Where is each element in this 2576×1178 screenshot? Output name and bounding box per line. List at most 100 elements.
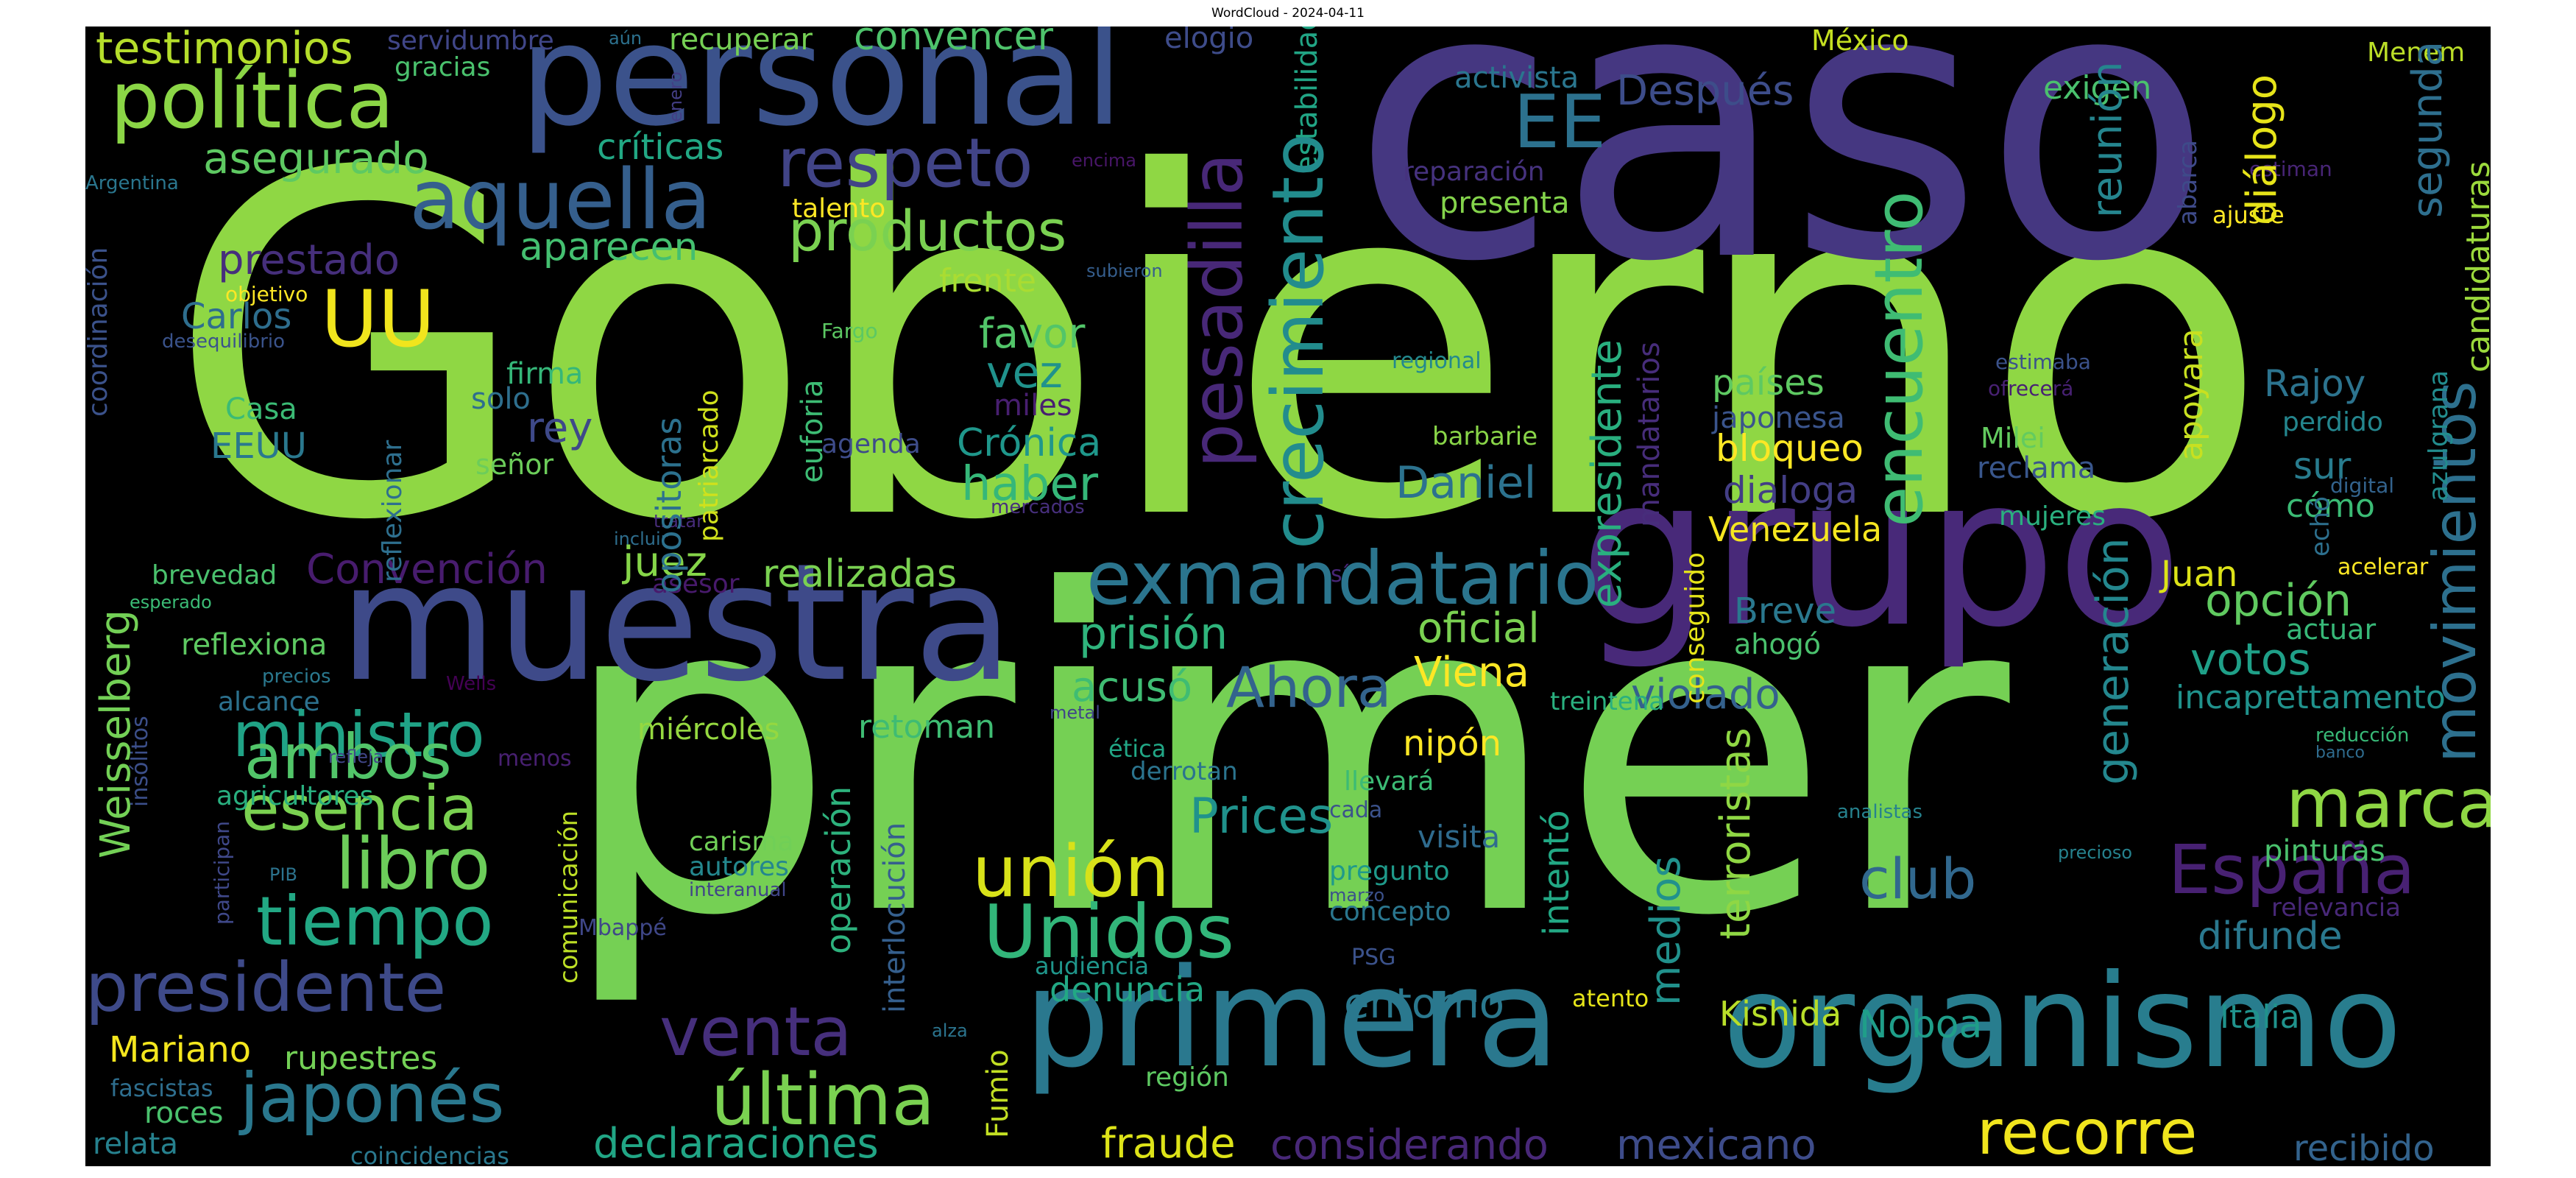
word: treintena [1550, 689, 1664, 714]
word: miles [994, 391, 1072, 420]
word: insólitos [130, 716, 152, 807]
word: México [1811, 27, 1909, 54]
word: diálogo [2242, 74, 2283, 225]
word: reparación [1403, 159, 1545, 186]
word: operación [821, 786, 855, 954]
word: Italia [2220, 1001, 2300, 1034]
word: Wells [446, 674, 496, 694]
word: oficial [1418, 608, 1540, 649]
word: llevará [1344, 769, 1434, 795]
word: EEUU [210, 428, 307, 464]
word: talento [792, 196, 885, 222]
word: patriarcado [696, 389, 723, 542]
word: reunión [2087, 61, 2129, 218]
word: terroristas [1716, 727, 1757, 939]
word: presenta [1440, 188, 1570, 218]
word: Ahora [1226, 660, 1391, 716]
word: precios [262, 667, 331, 686]
word: generación [2091, 537, 2135, 785]
word: realizadas [762, 555, 957, 593]
word: países [1712, 365, 1825, 401]
word: elogio [1164, 27, 1253, 53]
word: gracias [394, 54, 490, 81]
word: asegurado [203, 137, 429, 180]
word: analistas [1837, 803, 1922, 822]
word: convencer [854, 27, 1053, 56]
word: Daniel [1395, 461, 1536, 505]
word: PIB [269, 866, 297, 884]
word: recibido [2293, 1131, 2435, 1166]
word: estimaba [1995, 352, 2091, 373]
word: menos [498, 748, 572, 770]
word: euforia [798, 379, 827, 483]
word: mandatarios [1635, 342, 1664, 527]
word: Venezuela [1708, 512, 1882, 546]
word: acelerar [2338, 557, 2428, 579]
word: segunda [2407, 41, 2449, 218]
word: bloqueo [1716, 430, 1864, 467]
word: agricultores [216, 783, 373, 810]
word: relata [93, 1129, 178, 1159]
word: ahogó [1734, 630, 1821, 658]
word: Carlos [181, 299, 291, 334]
word: votos [2190, 638, 2311, 682]
word: respeto [777, 130, 1033, 197]
word: recorre [1977, 1101, 2197, 1163]
word: medios [1646, 856, 1687, 1006]
word: dialoga [1723, 472, 1858, 509]
word: tiempo [256, 888, 494, 956]
word: visita [1418, 822, 1500, 853]
word: pesadilla [1182, 152, 1253, 468]
word: comunicación [556, 811, 581, 984]
word: participan [212, 821, 233, 925]
word: reflexiona [181, 630, 327, 660]
word: atento [1572, 987, 1649, 1010]
word: derrotan [1130, 759, 1238, 784]
word: recuperar [669, 27, 813, 54]
word: cada [1329, 800, 1382, 822]
word: esperado [130, 593, 212, 611]
word: Breve [1734, 593, 1836, 629]
word: echó [2308, 496, 2333, 557]
word: considerando [1270, 1125, 1549, 1166]
word: testimonios [96, 27, 353, 71]
word: UU [321, 281, 435, 359]
word: regional [1392, 350, 1482, 373]
word: refleja [328, 748, 383, 766]
word: declaraciones [593, 1124, 879, 1165]
word: subieron [1086, 262, 1163, 280]
word: Noboa [1859, 1006, 1982, 1044]
word: Convención [306, 549, 548, 590]
word: barbarie [1432, 424, 1538, 449]
word: Fargo [821, 321, 878, 342]
word: alza [932, 1022, 968, 1040]
word: metal [1050, 704, 1100, 722]
word: rey [527, 408, 592, 449]
word: interlocución [880, 822, 910, 1013]
word: difunde [2198, 917, 2343, 956]
word: coincidencias [350, 1144, 509, 1166]
word: Mbappé [578, 917, 667, 939]
word: pregunto [1329, 858, 1450, 885]
word: retoman [858, 711, 995, 744]
word: pinturas [2264, 836, 2385, 866]
word: mexicano [1616, 1125, 1816, 1166]
word: mujeres [1999, 504, 2106, 530]
word: PSG [1351, 947, 1395, 969]
word: perdido [2282, 409, 2383, 436]
word: expresidente [1587, 339, 1628, 608]
word: conseguido [1682, 552, 1709, 704]
word: reflexionar [380, 440, 406, 582]
word: señor [475, 451, 553, 479]
word: reclama [1977, 454, 2095, 483]
word: concepto [1329, 899, 1451, 925]
word: Milei [1981, 424, 2045, 452]
word: japonés [240, 1065, 504, 1132]
word: encuentro [1866, 191, 1933, 527]
word: reducción [2315, 726, 2409, 745]
word: aún [609, 29, 642, 47]
word-cloud: Gobierno caso primer personal grupo mues… [85, 27, 2491, 1166]
word: crecimiento [1263, 133, 1334, 549]
word: venta [659, 998, 852, 1066]
word: precioso [2058, 844, 2132, 861]
